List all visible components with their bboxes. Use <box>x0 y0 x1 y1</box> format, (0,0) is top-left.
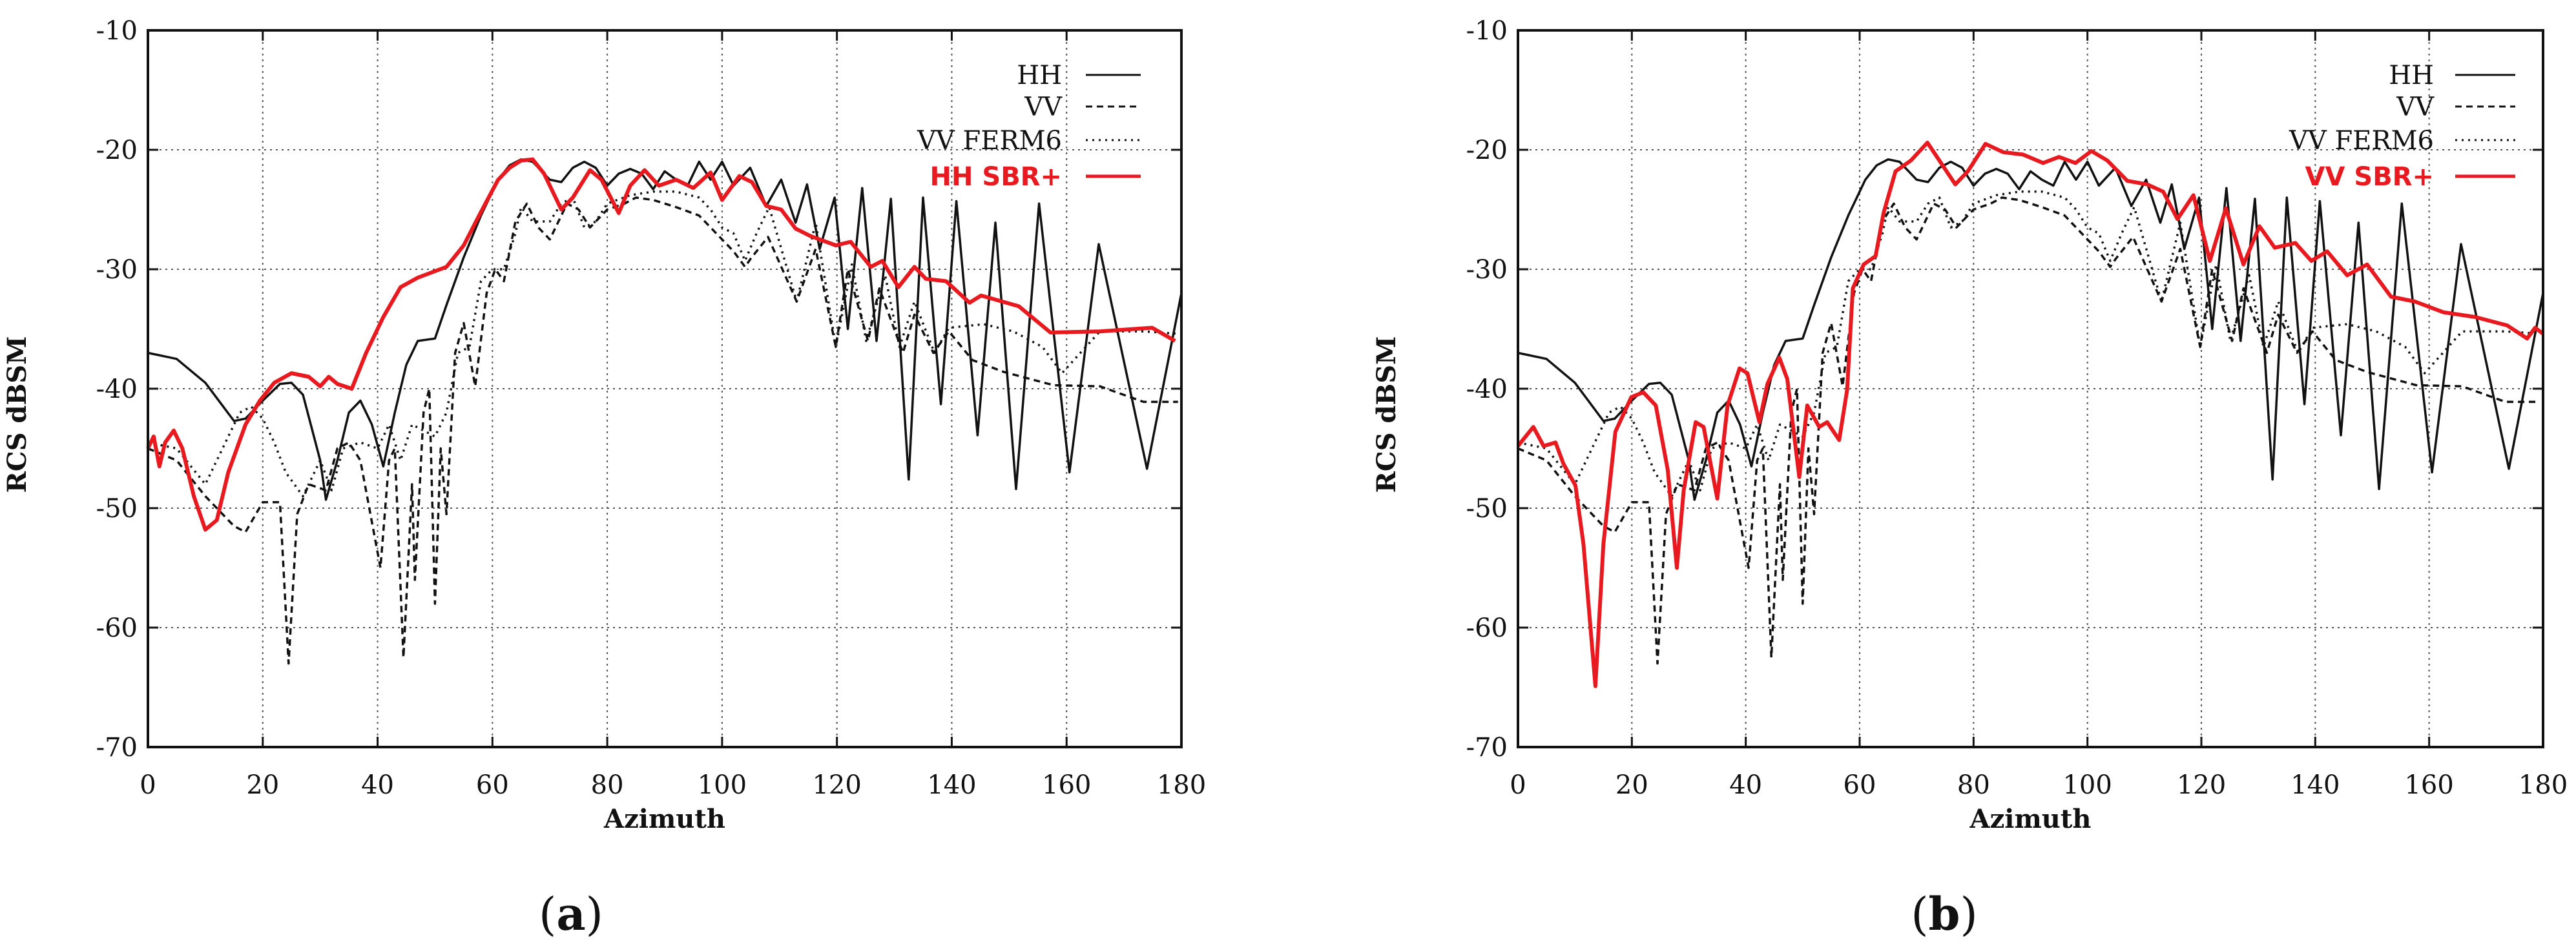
y-tick-label: -30 <box>1466 255 1508 285</box>
y-axis-label: RCS dBSM <box>1371 336 1402 493</box>
x-tick-label: 100 <box>698 770 747 800</box>
x-tick-label: 100 <box>2062 770 2112 800</box>
x-tick-label: 120 <box>2177 770 2226 800</box>
y-tick-label: -50 <box>96 494 138 524</box>
x-tick-label: 160 <box>2404 770 2453 800</box>
x-tick-label: 0 <box>1510 770 1526 800</box>
y-axis-label: RCS dBSM <box>2 336 32 493</box>
y-tick-label: -70 <box>1466 733 1508 763</box>
series-line-vv-ferm6 <box>1517 190 2540 498</box>
y-tick-label: -40 <box>1466 375 1508 404</box>
y-tick-label: -40 <box>96 375 138 404</box>
legend-label: HH <box>2389 61 2434 90</box>
series-line-vv-sbr <box>1516 140 2544 688</box>
x-tick-label: 80 <box>1957 770 1990 800</box>
x-tick-label: 40 <box>361 770 394 800</box>
chart-panel-b: 0 20 40 60 80 100 120 140 160 180 -10 -20 -30 -40 -50 -… <box>1371 16 2568 834</box>
caption-b: (b) <box>1911 887 1978 941</box>
y-tick-label: -70 <box>96 733 138 763</box>
series-line-hh <box>1517 158 2544 501</box>
x-tick-label: 20 <box>246 770 279 800</box>
chart-panel-a: 0 20 40 60 80 100 120 140 160 180 -10 -20 -30 -40 -50 -… <box>2 16 1206 834</box>
x-tick-label: 180 <box>2519 770 2568 800</box>
series-line-vv <box>1517 196 2540 665</box>
series-line-vv <box>147 196 1178 665</box>
x-tick-label: 40 <box>1729 770 1762 800</box>
x-tick-label: 80 <box>591 770 624 800</box>
x-tick-label: 60 <box>476 770 509 800</box>
y-tick-label: -20 <box>96 136 138 165</box>
y-tick-label: -10 <box>1466 16 1508 46</box>
legend-label: HH SBR+ <box>930 162 1063 192</box>
y-tick-label: -60 <box>1466 613 1508 643</box>
x-tick-label: 60 <box>1844 770 1876 800</box>
legend-label: VV FERM6 <box>917 126 1062 156</box>
series-line-hh <box>147 158 1183 501</box>
x-tick-label: 180 <box>1157 770 1206 800</box>
series-line-hh-sbr <box>146 157 1176 532</box>
legend-label: VV FERM6 <box>2289 126 2434 156</box>
series-line-vv-ferm6 <box>147 190 1178 498</box>
legend-label: VV <box>1024 92 1063 122</box>
y-tick-label: -20 <box>1466 136 1508 165</box>
caption-a: (a) <box>539 887 603 941</box>
y-tick-label: -30 <box>96 255 138 285</box>
x-tick-label: 160 <box>1042 770 1091 800</box>
y-tick-label: -50 <box>1466 494 1508 524</box>
plot-frame <box>147 29 1183 748</box>
y-tick-label: -60 <box>96 613 138 643</box>
y-tick-label: -10 <box>96 16 138 46</box>
legend-label: VV SBR+ <box>2305 162 2434 192</box>
legend-label: VV <box>2396 92 2435 122</box>
x-tick-label: 140 <box>927 770 976 800</box>
x-axis-label: Azimuth <box>1969 804 2092 834</box>
x-axis-label: Azimuth <box>603 804 725 834</box>
x-tick-label: 0 <box>140 770 156 800</box>
x-tick-label: 20 <box>1615 770 1648 800</box>
plot-frame <box>1517 29 2544 748</box>
x-tick-label: 120 <box>812 770 861 800</box>
legend-label: HH <box>1017 61 1062 90</box>
x-tick-label: 140 <box>2290 770 2340 800</box>
